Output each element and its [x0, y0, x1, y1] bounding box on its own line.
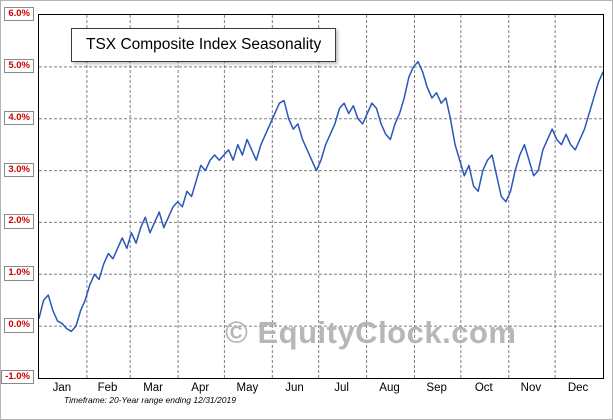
y-axis-tick-label: 1.0%: [4, 266, 34, 281]
x-axis-tick-label: Feb: [97, 382, 118, 394]
x-axis-tick-label: Aug: [379, 382, 400, 394]
x-axis-tick-label: May: [236, 382, 259, 394]
y-axis-tick-label: -1.0%: [1, 370, 34, 385]
y-axis-tick-label: 0.0%: [4, 318, 34, 333]
seasonality-line: [39, 60, 603, 333]
x-axis-tick-label: Nov: [520, 382, 542, 394]
plot-area: [38, 14, 604, 379]
x-axis-tick-label: Sep: [426, 382, 447, 394]
timeframe-note: Timeframe: 20-Year range ending 12/31/20…: [64, 395, 236, 405]
y-axis-tick-label: 4.0%: [4, 110, 34, 126]
x-axis-tick-label: Jun: [285, 382, 304, 394]
x-axis-tick-label: Oct: [474, 382, 493, 394]
y-axis-tick-label: 6.0%: [4, 7, 34, 22]
x-axis-tick-label: Dec: [567, 382, 589, 394]
y-axis-tick-label: 5.0%: [4, 58, 34, 74]
x-axis-tick-label: Apr: [191, 382, 210, 394]
x-axis-tick-label: Jan: [52, 382, 72, 394]
y-axis-tick-label: 2.0%: [4, 214, 34, 229]
x-axis-tick-label: Jul: [334, 382, 349, 394]
y-axis-tick-label: 3.0%: [4, 162, 34, 177]
x-axis-tick-label: Mar: [143, 382, 164, 394]
chart-title: TSX Composite Index Seasonality: [71, 28, 337, 62]
seasonality-line-svg: [39, 15, 603, 378]
